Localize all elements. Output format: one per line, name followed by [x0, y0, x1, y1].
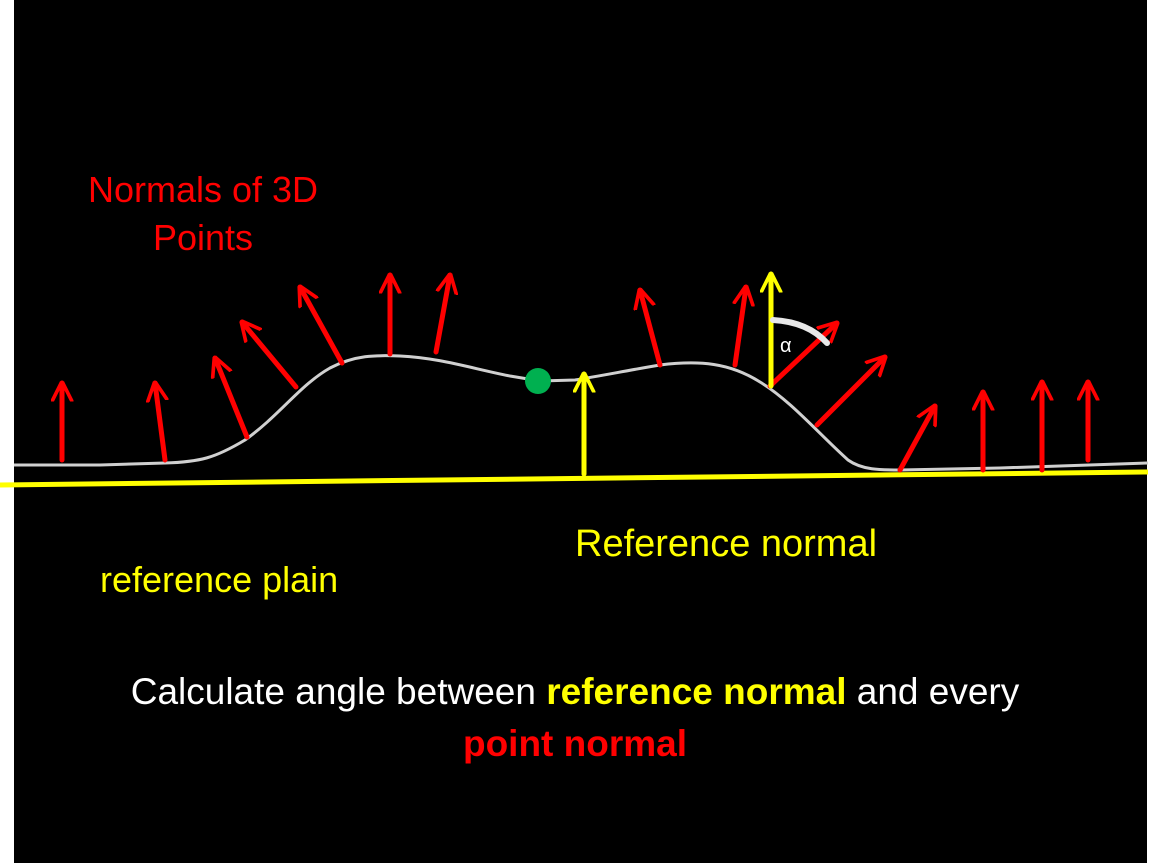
point-normal-arrow [735, 287, 746, 368]
point-normal-arrow [300, 287, 345, 366]
point-normal-arrow [897, 406, 935, 473]
caption: Calculate angle between reference normal… [0, 666, 1150, 770]
normals-title-line1: Normals of 3D [87, 169, 319, 210]
center-point-dot [525, 368, 551, 394]
point-normal-arrow [814, 357, 885, 428]
caption-text-part2: and every [846, 671, 1020, 712]
normals-title-line2: Points [152, 217, 254, 258]
angle-alpha-label: α [780, 335, 792, 357]
point-normal-arrow [640, 290, 663, 368]
point-normal-arrow [155, 383, 165, 463]
caption-reference-normal: reference normal [546, 671, 847, 712]
reference-normal-label: Reference normal [575, 523, 878, 565]
reference-plane-line [0, 469, 1149, 488]
normals-title: Normals of 3D Points [38, 166, 368, 262]
reference-plain-label: reference plain [100, 559, 339, 600]
reference-normals [584, 271, 771, 477]
surface-profile-curve [14, 354, 1149, 472]
angle-arc [770, 317, 830, 346]
caption-text-part1: Calculate angle between [130, 671, 547, 712]
slide-background [14, 0, 1147, 863]
point-normal-arrow [215, 358, 250, 440]
point-normal-arrow [767, 323, 837, 389]
caption-point-normal: point normal [462, 723, 688, 764]
point-normal-arrow [433, 275, 450, 355]
point-normal-arrow [242, 322, 299, 390]
point-normals [62, 275, 1088, 473]
